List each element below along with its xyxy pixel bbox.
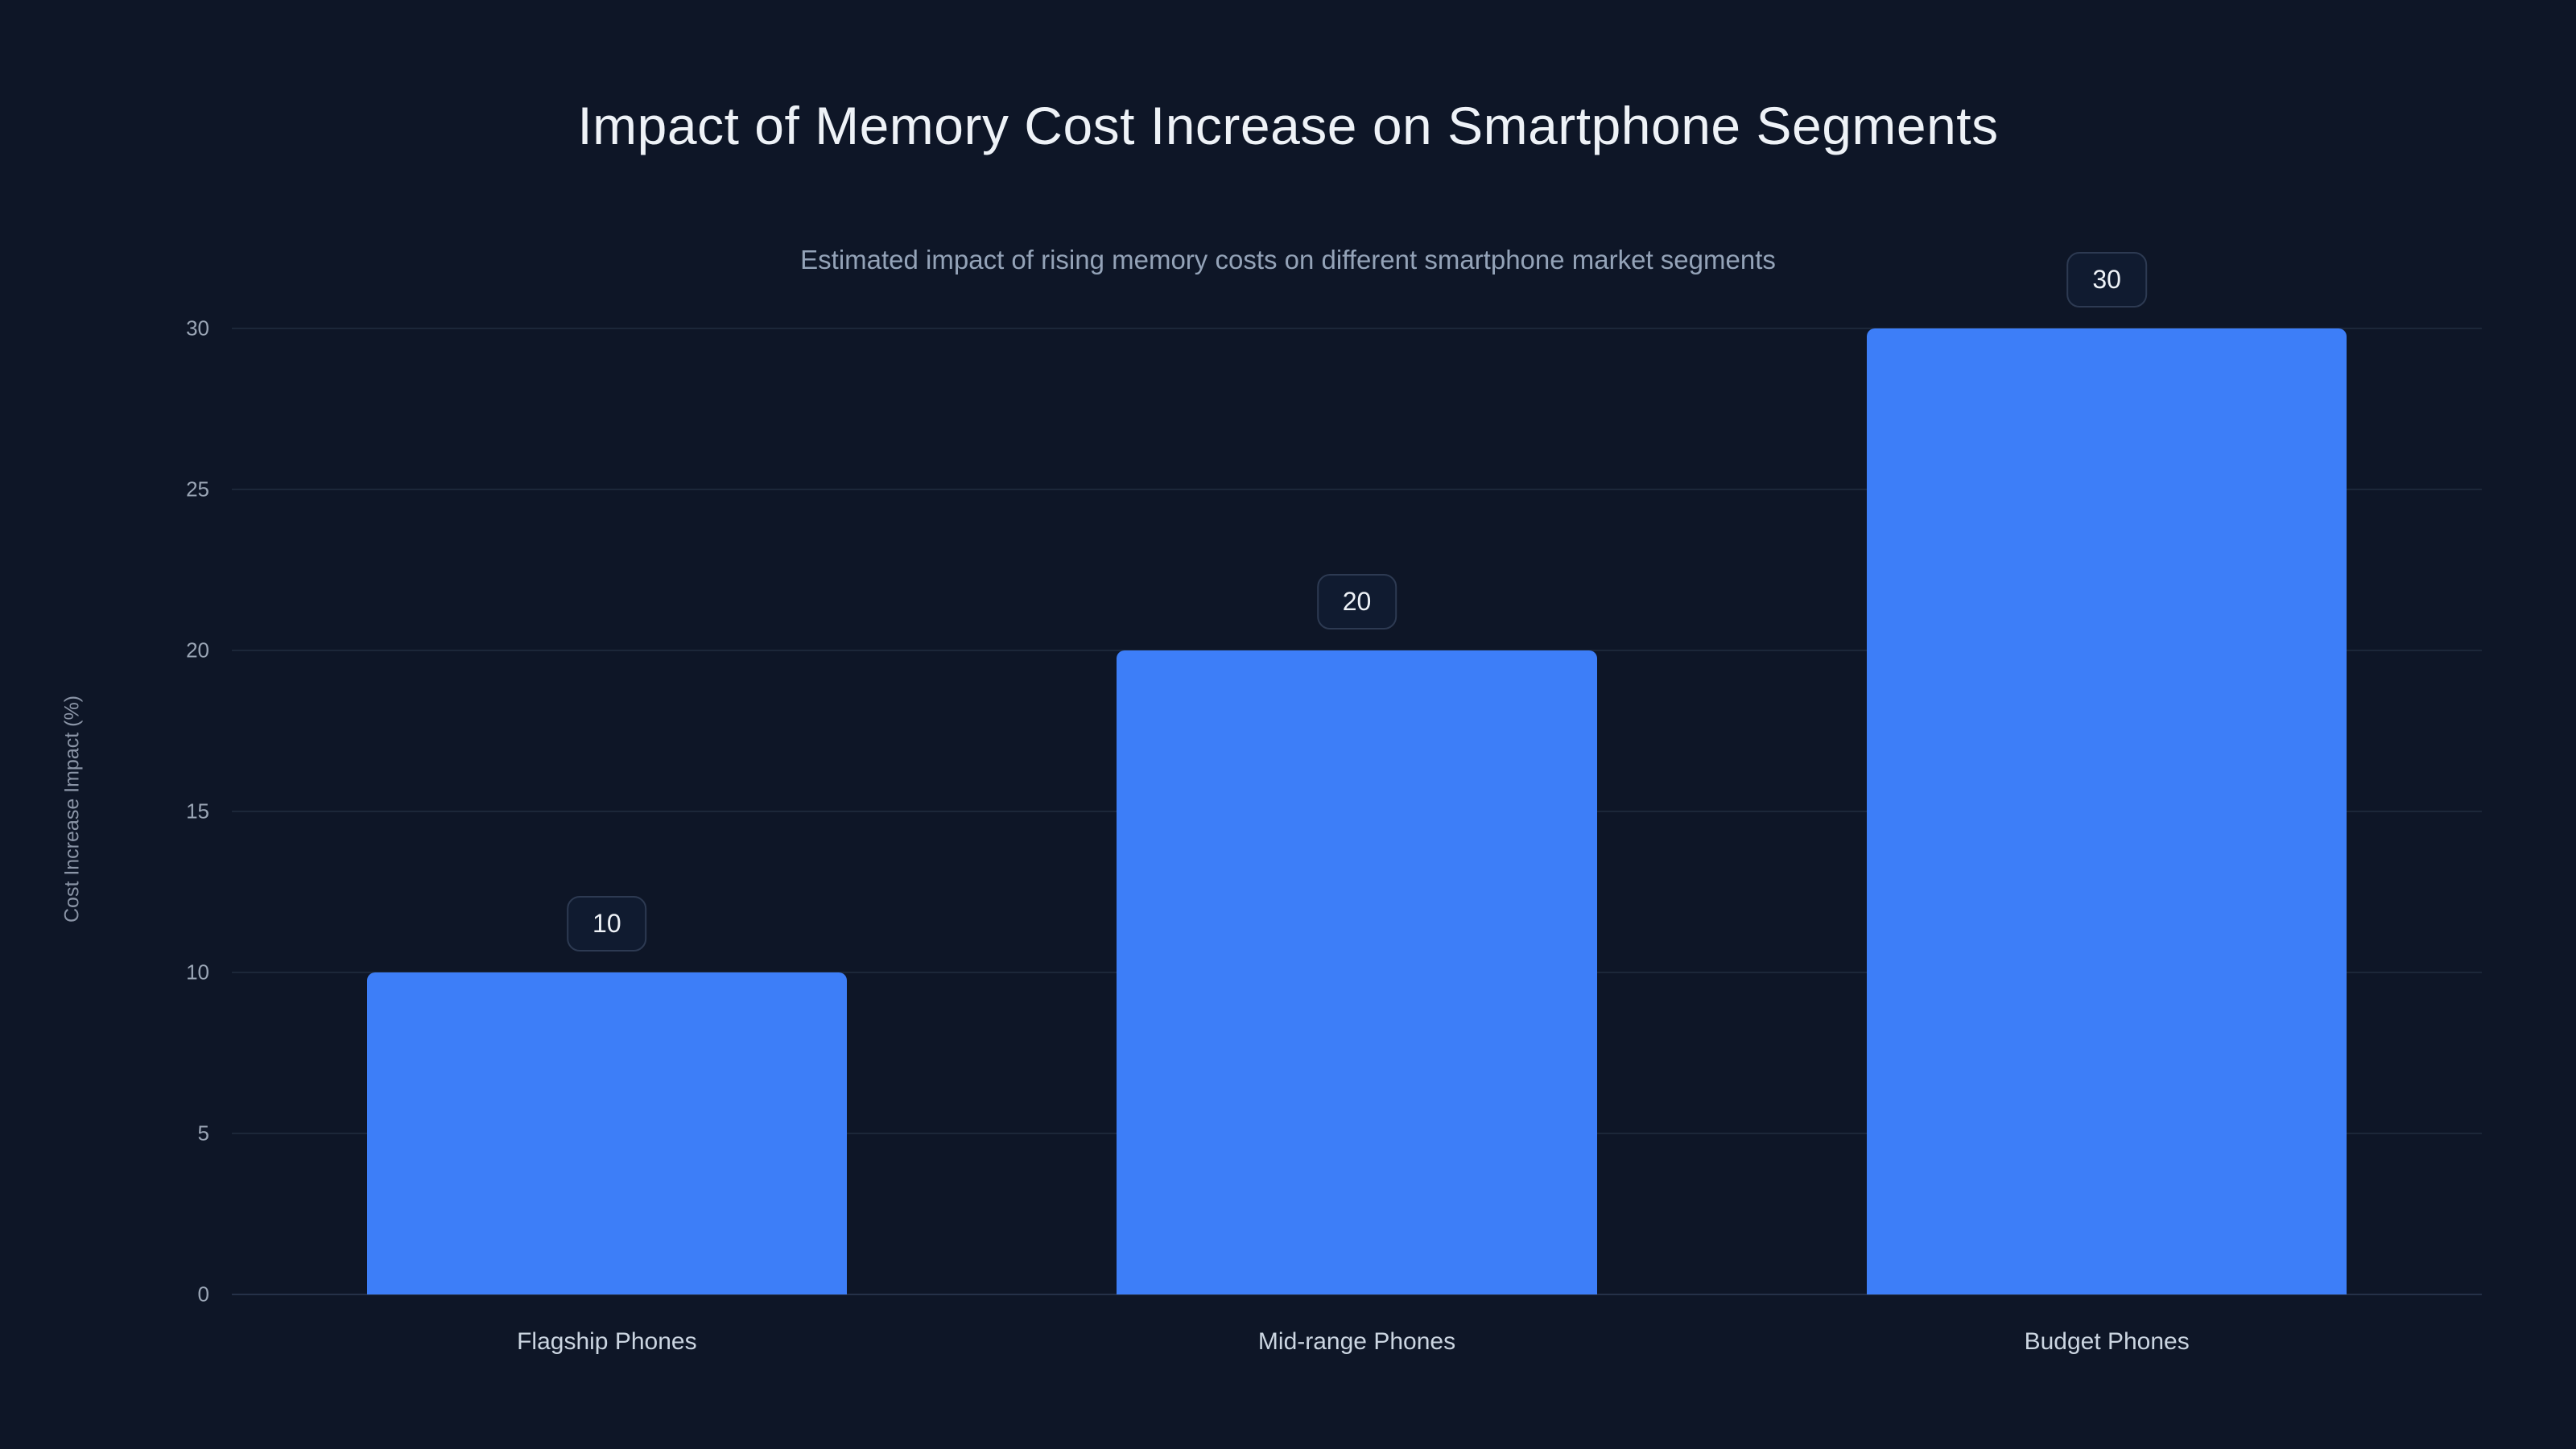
y-tick-label: 15 — [186, 799, 209, 824]
y-tick-label: 30 — [186, 316, 209, 341]
x-tick-label: Budget Phones — [2024, 1328, 2190, 1355]
chart-subtitle: Estimated impact of rising memory costs … — [800, 245, 1776, 275]
chart-title: Impact of Memory Cost Increase on Smartp… — [577, 96, 1999, 155]
plot-area: 0 5 10 15 20 25 30 10 Flagship Phones 20 Mid-range… — [186, 252, 2482, 1355]
x-tick-label: Flagship Phones — [517, 1328, 697, 1355]
gridline — [232, 489, 2482, 490]
y-tick-label: 25 — [186, 477, 209, 502]
bar[interactable] — [1867, 328, 2347, 1294]
y-tick-label: 20 — [186, 638, 209, 663]
gridline — [232, 328, 2482, 329]
bar[interactable] — [366, 972, 847, 1294]
y-tick-label: 0 — [197, 1282, 209, 1307]
bar-value-badge: 30 — [2066, 252, 2147, 308]
bar[interactable] — [1117, 650, 1597, 1294]
gridline — [232, 1294, 2482, 1295]
y-tick-label: 5 — [197, 1121, 209, 1146]
bar-value-badge: 10 — [567, 896, 647, 952]
x-tick-label: Mid-range Phones — [1257, 1328, 1456, 1355]
bar-value-badge: 20 — [1316, 574, 1397, 630]
y-axis-title: Cost Increase Impact (%) — [60, 695, 84, 923]
y-tick-label: 10 — [186, 960, 209, 985]
